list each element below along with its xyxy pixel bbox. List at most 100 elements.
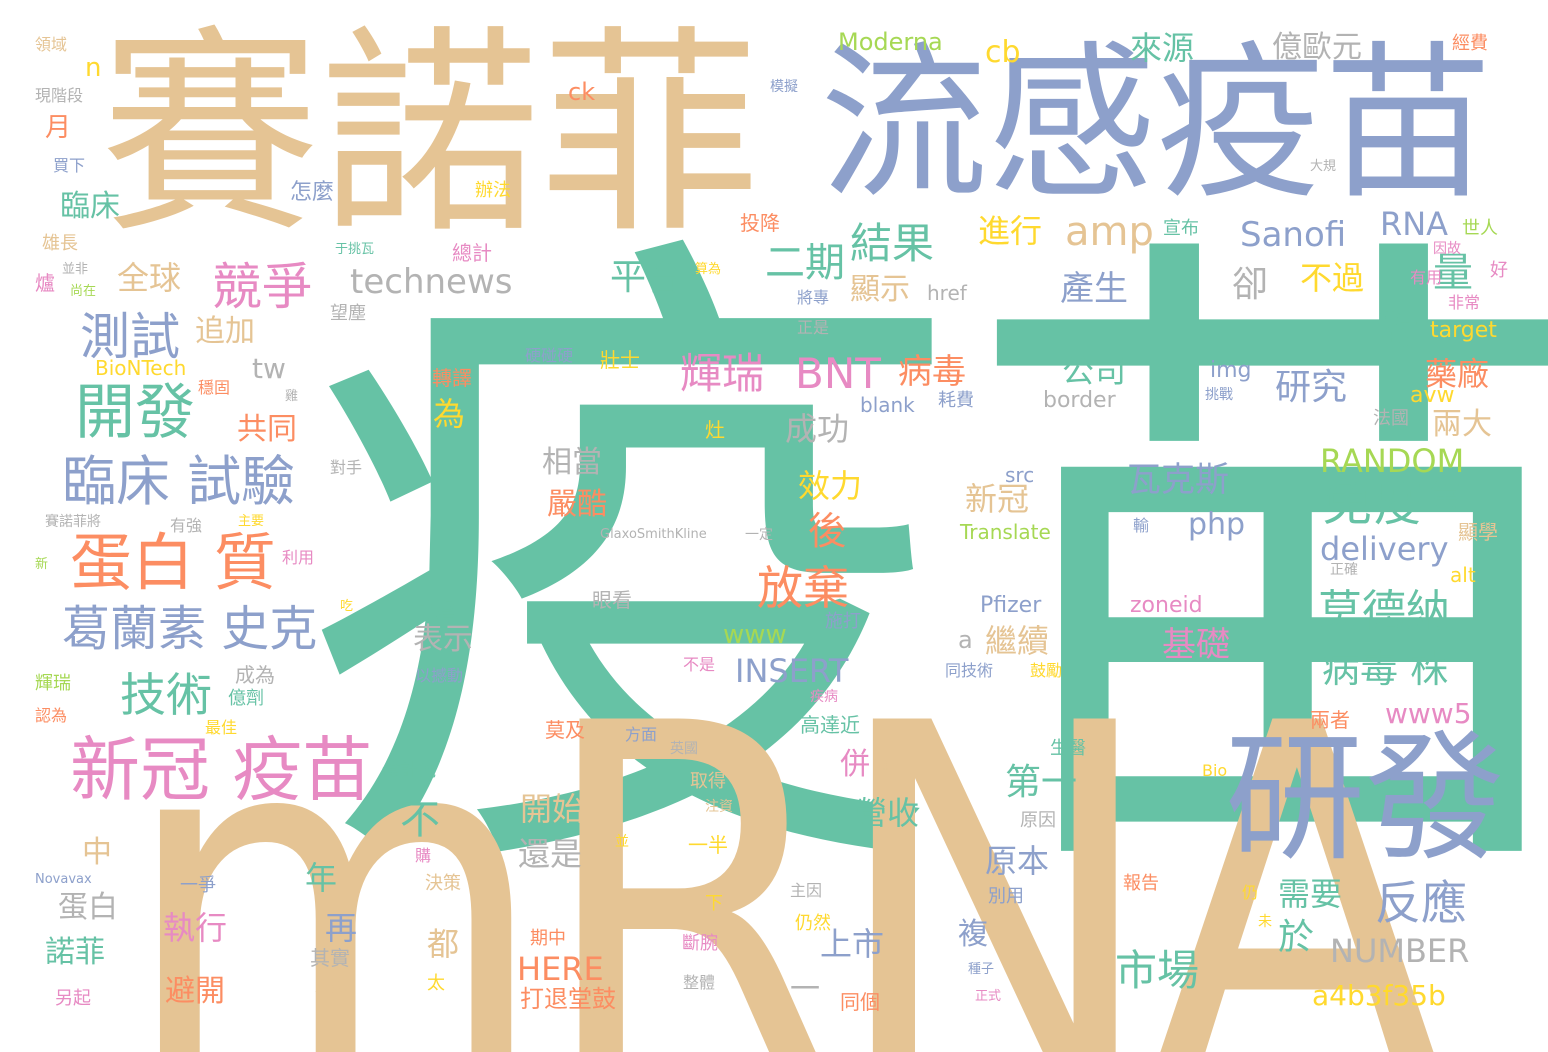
word: Sanofi [1240,215,1347,255]
word: 認為 [35,706,68,725]
word: 高達近 [800,713,860,737]
word: a4b3f35b [1312,979,1446,1012]
word: BNT [795,349,881,398]
word: 好 [1490,260,1508,281]
word: INSERT [735,652,849,690]
word: 期中 [530,928,566,949]
word: 輝瑞 [35,673,71,694]
word: 現階段 [35,86,84,105]
word: 於 [1278,917,1315,958]
word: amp [1065,209,1154,255]
word: 整體 [683,973,716,992]
word: 追加 [195,314,255,349]
word: 主因 [790,881,823,900]
word: img [1210,358,1252,383]
word: 開發 [75,378,195,448]
word: 諾菲 [45,935,105,970]
word: NUMBER [1330,932,1470,970]
word: Moderna [838,28,943,56]
word: 避開 [165,974,225,1009]
word: 再 [325,909,358,947]
word: 嚴酷 [547,487,607,522]
word: 領域 [35,35,68,54]
word: 法國 [1373,408,1409,429]
word: 莫德納 [1318,586,1450,637]
word: 研發 [1225,718,1506,881]
word: 仍然 [795,913,831,934]
word: 決策 [425,873,461,894]
word: 表示 [413,622,473,657]
word: 買下 [53,156,86,175]
word: 鼓勵 [1030,661,1063,680]
word: 併 [840,747,870,782]
word: 結果 [850,219,935,268]
word: 進行 [978,212,1043,250]
word: 全球 [117,259,182,297]
word: 億劑 [228,688,264,709]
word: 取得 [690,771,726,792]
word: GlaxoSmithKline [600,527,707,542]
word: 原因 [1020,810,1056,831]
word: 開始 [520,790,585,828]
word: href [927,281,967,305]
word: 因故 [1433,241,1461,257]
word: src [1005,463,1035,487]
word: 疾病 [810,689,838,705]
word: n [85,53,102,83]
word: 雄長 [42,233,78,254]
word: 市場 [1115,946,1200,995]
word: 臨床 試驗 [62,450,296,513]
word: 尚在 [70,284,97,299]
word: 正確 [1330,562,1358,578]
word: 數以 [880,760,916,781]
word: 怎麼 [290,180,335,205]
word: 方面 [625,725,658,744]
word: 同技術 [945,661,994,680]
word: 莫及 [545,718,585,742]
word: 繼續 [985,622,1050,660]
word: 成為 [235,663,275,687]
word: 卻 [1232,264,1269,305]
word: delivery [1320,530,1449,568]
word: 太 [427,973,445,994]
word: 還是 [518,835,583,873]
word: 成功 [785,410,850,448]
word: target [1430,318,1497,343]
word: 年 [305,859,338,897]
word: 瓦克斯 [1127,460,1229,500]
word: 量 [1433,250,1473,296]
word: 億計施 [382,760,436,781]
word: 不是 [683,655,716,674]
word: 第三 [1430,480,1490,515]
word: 世人 [1462,218,1498,239]
word: BioNTech [95,356,187,380]
word: 辦法 [475,180,511,201]
word: border [1043,388,1116,413]
word: 不 [400,797,440,843]
word: 最佳 [205,718,238,737]
word: 將專 [797,288,830,307]
word: 英國 [670,741,698,757]
word: 賽諾菲將 [45,514,101,530]
word: 原本 [985,842,1050,880]
word: 基礎 [1162,625,1230,665]
word: 同個 [840,990,880,1014]
word: 產生 [1060,269,1128,309]
word: 流感疫苗 [820,26,1492,222]
word: 賽諾菲 [100,7,761,263]
word: a [958,626,973,654]
word: 非常 [1448,293,1481,312]
word: 下 [705,893,723,914]
word: 未 [1258,914,1272,930]
word: 經費 [1452,33,1488,54]
word: 不過 [1300,259,1365,297]
word: 大規 [1310,159,1337,174]
word: 轉譯 [432,366,472,390]
word: 藥廠 [1425,355,1490,393]
word: 算為 [695,262,722,277]
word: 臨床 [60,189,120,224]
word: 斷腕 [682,933,718,954]
word: cb [985,35,1021,70]
word: 施打 [825,611,861,632]
word: 營收 [855,794,920,832]
